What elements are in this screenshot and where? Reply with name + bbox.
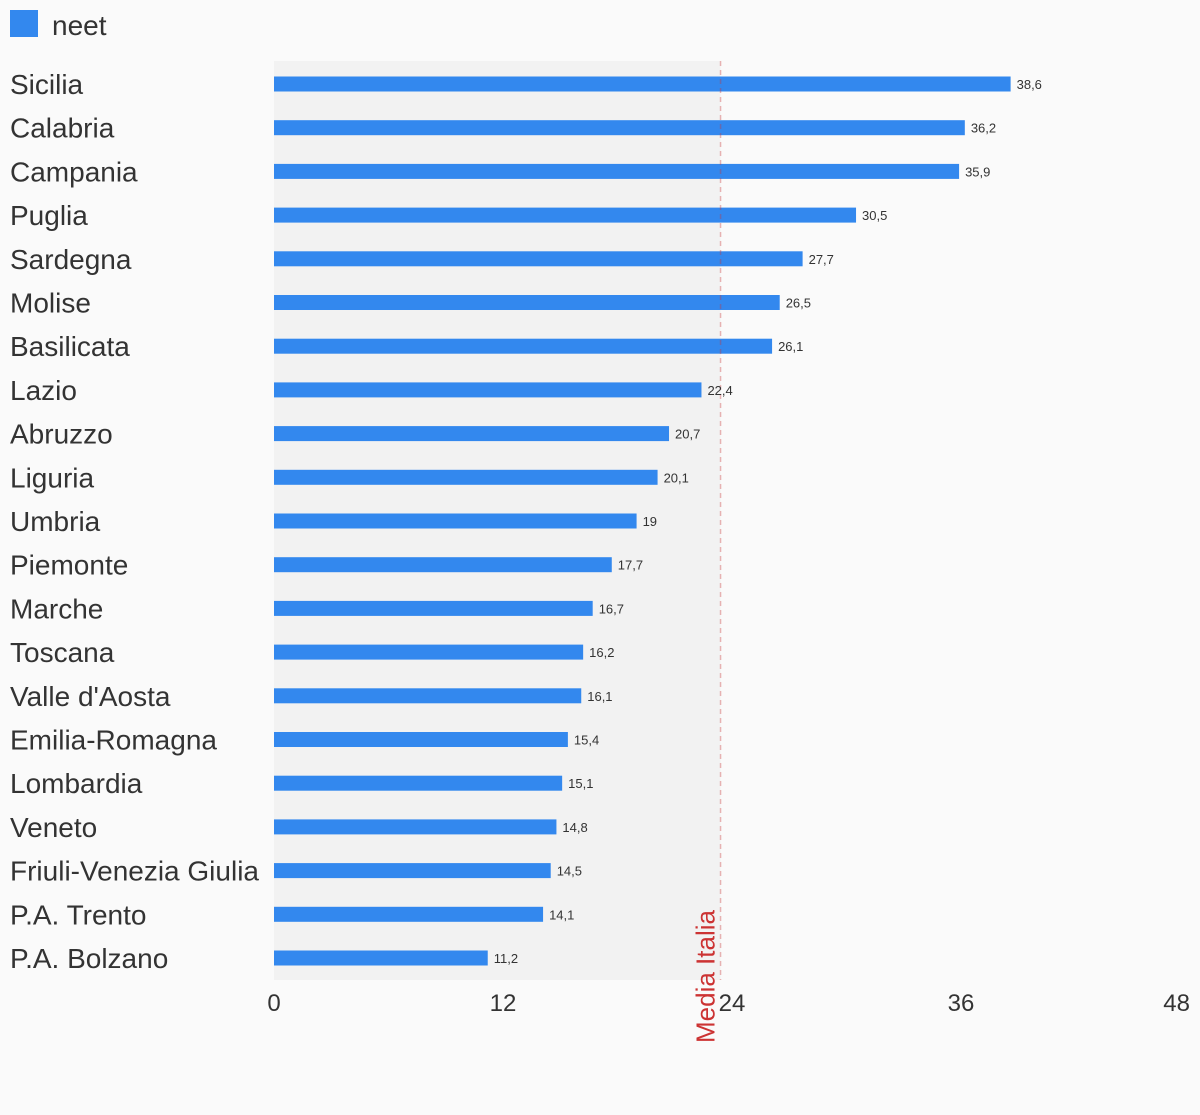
bar[interactable]: [274, 950, 488, 966]
category-label: Molise: [10, 288, 91, 319]
bar[interactable]: [274, 600, 593, 616]
category-label: Valle d'Aosta: [10, 681, 171, 712]
value-label: 20,7: [675, 427, 700, 442]
value-label: 20,1: [664, 470, 689, 485]
value-label: 16,2: [589, 645, 614, 660]
bar[interactable]: [274, 251, 803, 267]
value-label: 26,5: [786, 296, 811, 311]
category-label: Friuli-Venezia Giulia: [10, 856, 259, 887]
bar[interactable]: [274, 338, 773, 354]
value-label: 22,4: [707, 383, 732, 398]
bar[interactable]: [274, 163, 960, 179]
value-label: 19: [643, 514, 657, 529]
category-label: Lazio: [10, 375, 77, 406]
value-label: 38,6: [1017, 77, 1042, 92]
bar[interactable]: [274, 863, 551, 879]
value-label: 27,7: [809, 252, 834, 267]
category-label: P.A. Trento: [10, 899, 146, 930]
value-label: 30,5: [862, 208, 887, 223]
x-tick-label: 36: [948, 990, 975, 1017]
bar[interactable]: [274, 207, 857, 223]
category-label: Umbria: [10, 506, 101, 537]
value-label: 14,8: [562, 820, 587, 835]
bar[interactable]: [274, 469, 658, 485]
bar[interactable]: [274, 906, 544, 922]
bar[interactable]: [274, 644, 584, 660]
category-label: Campania: [10, 156, 138, 187]
x-tick-label: 24: [719, 990, 746, 1017]
value-label: 36,2: [971, 121, 996, 136]
category-label: Abruzzo: [10, 419, 113, 450]
category-label: Emilia-Romagna: [10, 725, 217, 756]
category-label: Sicilia: [10, 69, 84, 100]
legend-label[interactable]: neet: [52, 10, 107, 41]
value-label: 15,4: [574, 733, 599, 748]
bar[interactable]: [274, 513, 637, 529]
bar[interactable]: [274, 382, 702, 398]
category-label: Liguria: [10, 462, 94, 493]
value-label: 14,5: [557, 864, 582, 879]
bar[interactable]: [274, 732, 568, 747]
category-label: Basilicata: [10, 331, 130, 362]
bar[interactable]: [274, 557, 612, 573]
category-label: P.A. Bolzano: [10, 943, 168, 974]
x-tick-label: 0: [267, 990, 280, 1017]
category-label: Toscana: [10, 637, 115, 668]
category-label: Lombardia: [10, 768, 143, 799]
category-label: Marche: [10, 593, 103, 624]
bar[interactable]: [274, 426, 670, 442]
value-label: 14,1: [549, 907, 574, 922]
value-label: 11,2: [494, 951, 518, 966]
value-label: 35,9: [965, 164, 990, 179]
bar[interactable]: [274, 295, 780, 310]
x-tick-label: 48: [1163, 990, 1190, 1017]
value-label: 17,7: [618, 558, 643, 573]
bar[interactable]: [274, 76, 1011, 92]
category-label: Sardegna: [10, 244, 132, 275]
legend-swatch: [10, 10, 38, 37]
bar[interactable]: [274, 775, 563, 791]
value-label: 16,7: [599, 601, 624, 616]
category-label: Veneto: [10, 812, 97, 843]
value-label: 16,1: [587, 689, 612, 704]
reference-line-label: Media Italia: [691, 910, 721, 1043]
category-label: Calabria: [10, 113, 115, 144]
bar[interactable]: [274, 120, 965, 136]
category-label: Piemonte: [10, 550, 128, 581]
category-label: Puglia: [10, 200, 88, 231]
value-label: 26,1: [778, 339, 803, 354]
bar[interactable]: [274, 688, 582, 704]
value-label: 15,1: [568, 776, 593, 791]
x-tick-label: 12: [490, 990, 517, 1017]
bar[interactable]: [274, 819, 557, 835]
